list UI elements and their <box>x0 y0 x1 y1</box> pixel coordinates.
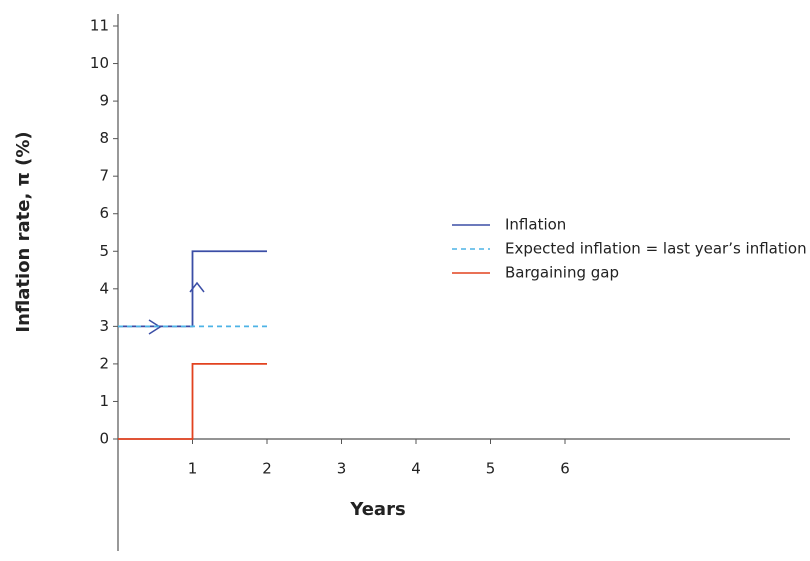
y-tick-label: 8 <box>99 129 109 147</box>
legend-label: Expected inflation = last year’s inflati… <box>505 240 807 258</box>
series-line <box>118 363 267 440</box>
y-tick-label: 1 <box>99 392 109 410</box>
y-tick-label: 0 <box>99 430 109 448</box>
y-tick-label: 7 <box>99 167 109 185</box>
x-tick-label: 5 <box>486 460 496 478</box>
y-tick-label: 10 <box>90 54 109 72</box>
y-tick-label: 5 <box>99 242 109 260</box>
x-tick-label: 6 <box>560 460 570 478</box>
legend-label: Inflation <box>505 216 566 234</box>
x-tick-label: 2 <box>262 460 272 478</box>
legend-label: Bargaining gap <box>505 264 619 282</box>
y-tick-label: 9 <box>99 92 109 110</box>
y-tick-label: 2 <box>99 354 109 372</box>
y-tick-label: 3 <box>99 317 109 335</box>
y-tick-label: 4 <box>99 279 109 297</box>
series-line <box>118 250 267 328</box>
x-tick-label: 3 <box>337 460 347 478</box>
y-axis-label: Inflation rate, π (%) <box>13 131 34 332</box>
y-tick-label: 6 <box>99 204 109 222</box>
x-axis-label: Years <box>349 499 405 520</box>
x-tick-label: 4 <box>411 460 421 478</box>
y-tick-label: 11 <box>90 17 109 35</box>
x-tick-label: 1 <box>188 460 198 478</box>
